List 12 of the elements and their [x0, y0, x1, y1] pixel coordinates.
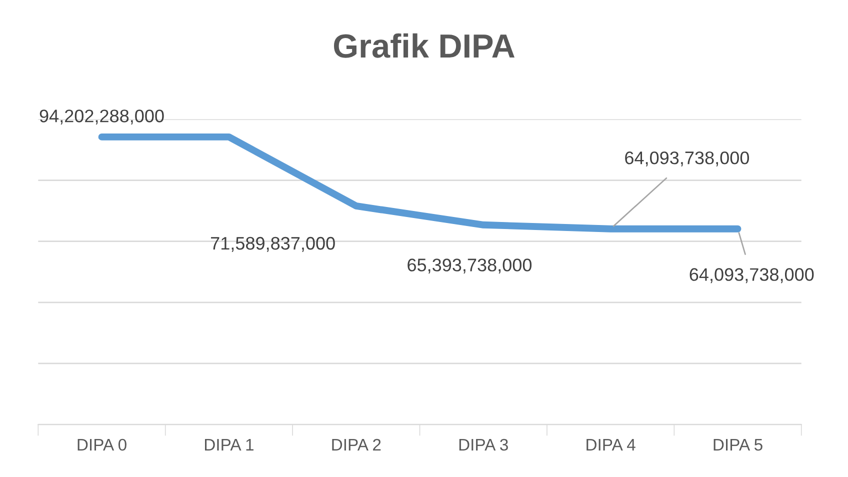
chart-title: Grafik DIPA	[334, 33, 515, 58]
x-tick-label: DIPA 1	[205, 439, 254, 450]
data-label: 65,393,738,000	[408, 258, 532, 274]
x-tick-label: DIPA 3	[459, 438, 508, 451]
x-tick-label: DIPA 5	[714, 439, 762, 451]
data-label: 64,093,738,000	[690, 268, 814, 284]
data-label: 94,202,288,000	[40, 110, 164, 124]
data-label: 64,093,738,000	[625, 151, 750, 166]
data-label: 71,589,837,000	[211, 236, 335, 252]
x-tick-label: DIPA 4	[586, 439, 636, 450]
x-tick-label: DIPA 0	[78, 438, 126, 451]
x-tick-label: DIPA 2	[332, 438, 381, 450]
